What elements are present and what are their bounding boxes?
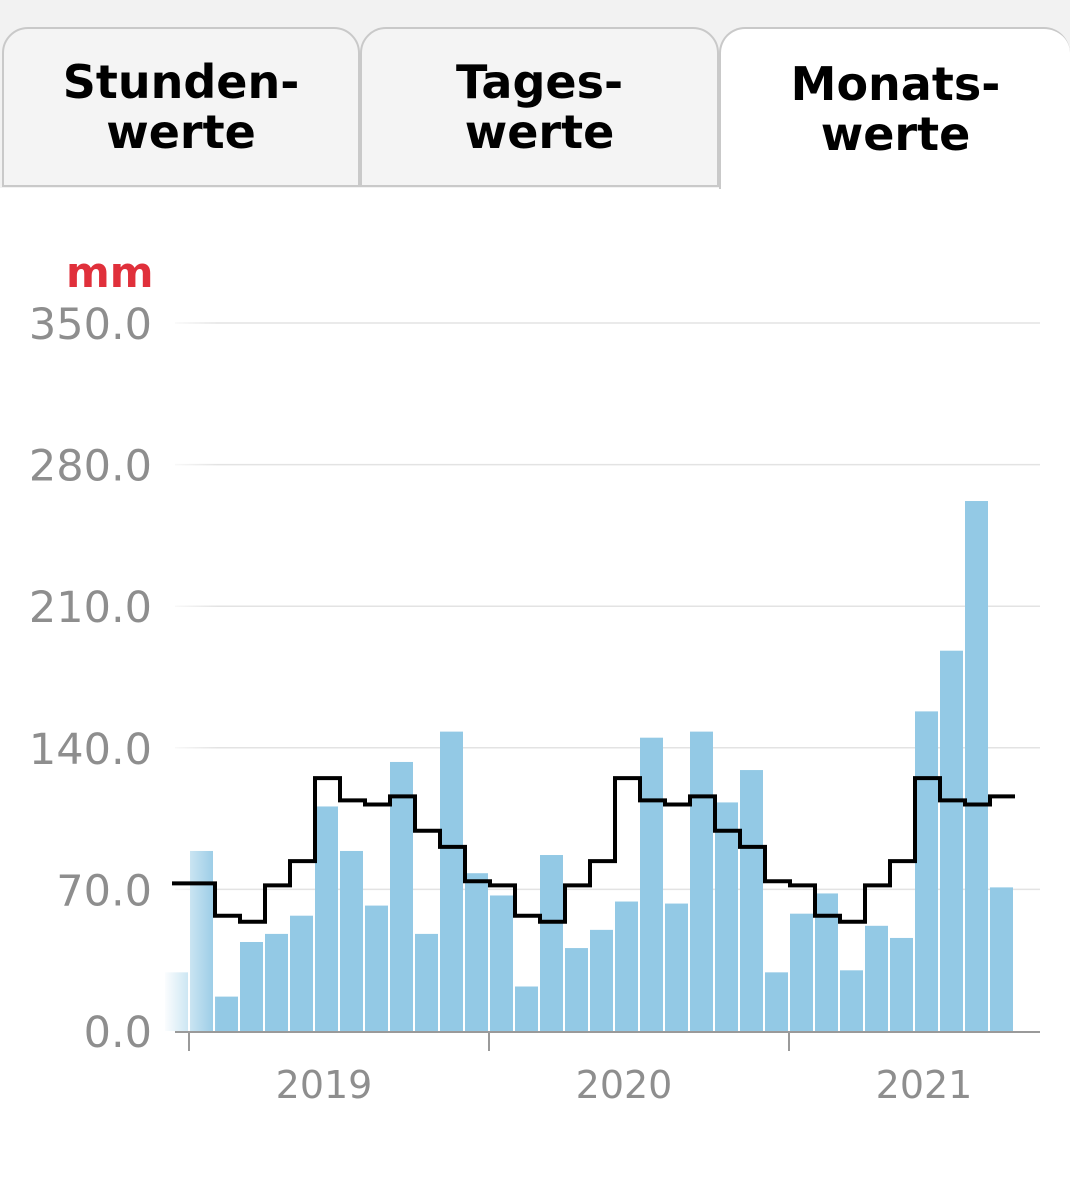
precipitation-bar (965, 501, 988, 1031)
precipitation-bar (390, 761, 413, 1031)
precipitation-bar (865, 925, 888, 1031)
precipitation-bar (265, 933, 288, 1031)
precipitation-bar (990, 887, 1013, 1031)
y-tick-label: 140.0 (29, 725, 152, 775)
y-tick-label: 350.0 (29, 300, 152, 350)
precipitation-bar (765, 972, 788, 1031)
precipitation-bar (690, 731, 713, 1031)
x-tick-year-label: 2019 (276, 1063, 373, 1107)
precipitation-bar (415, 933, 438, 1031)
precipitation-bar (915, 711, 938, 1031)
norm-step-path (172, 776, 1015, 924)
precipitation-bar (340, 850, 363, 1031)
x-tick-year-label: 2020 (576, 1063, 673, 1107)
x-tick-year-label: 2021 (876, 1063, 973, 1107)
tab-label-line2: werte (820, 107, 971, 161)
precipitation-bar (215, 996, 238, 1031)
precipitation-bar (890, 937, 913, 1031)
tab-label-line2: werte (464, 105, 615, 159)
y-axis-ticks: 350.0 280.0 210.0 140.0 70.0 0.0 (29, 300, 152, 1058)
tab-label-line1: Tages- (455, 55, 624, 109)
precipitation-bar (840, 970, 863, 1031)
precipitation-bar (790, 913, 813, 1031)
precipitation-bars (165, 501, 1013, 1031)
tab-label-line2: werte (106, 105, 256, 159)
tab-daily-values[interactable]: Tages- werte (360, 27, 719, 187)
left-fade-overlay (163, 300, 218, 1031)
precipitation-bar (740, 770, 763, 1031)
tab-hourly-values[interactable]: Stunden- werte (2, 27, 360, 187)
precipitation-bar (515, 986, 538, 1031)
x-axis (175, 1031, 1040, 1051)
precipitation-bar (540, 855, 563, 1031)
y-tick-label: 210.0 (29, 583, 152, 633)
x-axis-year-labels: 2019 2020 2021 (276, 1063, 973, 1107)
y-axis-unit-label: mm (66, 248, 154, 297)
precipitation-bar (365, 905, 388, 1031)
y-tick-label: 280.0 (29, 442, 152, 492)
tab-label-line1: Monats- (790, 57, 1001, 111)
precipitation-bar (440, 731, 463, 1031)
precipitation-bar (465, 873, 488, 1031)
tab-label-line1: Stunden- (62, 55, 300, 109)
tab-monthly-values[interactable]: Monats- werte (719, 27, 1070, 189)
precipitation-bar (565, 948, 588, 1031)
y-tick-label: 0.0 (84, 1008, 152, 1058)
precipitation-bar (640, 737, 663, 1031)
tab-bar: Stunden- werte Tages- werte Monats- wert… (0, 0, 1070, 189)
y-tick-label: 70.0 (56, 866, 152, 916)
precipitation-bar (490, 895, 513, 1031)
grid-lines (175, 322, 1040, 891)
precipitation-bar (590, 929, 613, 1031)
precipitation-bar (815, 893, 838, 1031)
precipitation-bar (290, 915, 313, 1031)
norm-step-line (172, 776, 1015, 924)
precipitation-bar (940, 650, 963, 1031)
precipitation-bar (315, 806, 338, 1031)
precipitation-bar (665, 903, 688, 1031)
precipitation-bar (240, 941, 263, 1031)
precipitation-bar (715, 802, 738, 1031)
precipitation-bar (615, 901, 638, 1031)
